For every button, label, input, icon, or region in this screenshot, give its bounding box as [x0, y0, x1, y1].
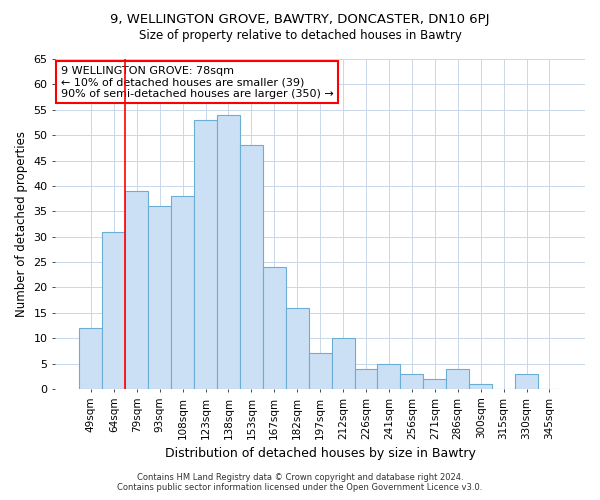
Bar — [79, 328, 103, 389]
Bar — [263, 267, 286, 389]
Bar — [308, 354, 332, 389]
Bar — [194, 120, 217, 389]
Text: 9, WELLINGTON GROVE, BAWTRY, DONCASTER, DN10 6PJ: 9, WELLINGTON GROVE, BAWTRY, DONCASTER, … — [110, 12, 490, 26]
Bar — [332, 338, 355, 389]
Y-axis label: Number of detached properties: Number of detached properties — [15, 131, 28, 317]
Bar — [446, 368, 469, 389]
Text: Size of property relative to detached houses in Bawtry: Size of property relative to detached ho… — [139, 29, 461, 42]
Bar — [125, 191, 148, 389]
Bar — [240, 146, 263, 389]
Bar — [286, 308, 308, 389]
Bar — [469, 384, 492, 389]
Bar — [217, 115, 240, 389]
Text: 9 WELLINGTON GROVE: 78sqm
← 10% of detached houses are smaller (39)
90% of semi-: 9 WELLINGTON GROVE: 78sqm ← 10% of detac… — [61, 66, 334, 99]
Bar — [148, 206, 171, 389]
Text: Contains HM Land Registry data © Crown copyright and database right 2024.
Contai: Contains HM Land Registry data © Crown c… — [118, 473, 482, 492]
Bar — [355, 368, 377, 389]
Bar — [171, 196, 194, 389]
Bar — [103, 232, 125, 389]
Bar — [377, 364, 400, 389]
Bar — [515, 374, 538, 389]
X-axis label: Distribution of detached houses by size in Bawtry: Distribution of detached houses by size … — [165, 447, 476, 460]
Bar — [424, 379, 446, 389]
Bar — [400, 374, 424, 389]
